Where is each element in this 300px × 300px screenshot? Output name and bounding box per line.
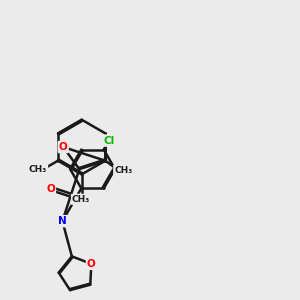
Text: CH₃: CH₃ [114,166,133,175]
Text: O: O [59,142,68,152]
Text: O: O [87,259,96,269]
Text: CH₃: CH₃ [72,195,90,204]
Text: N: N [58,216,67,226]
Text: CH₃: CH₃ [29,165,47,174]
Text: Cl: Cl [103,136,115,146]
Text: O: O [46,184,55,194]
